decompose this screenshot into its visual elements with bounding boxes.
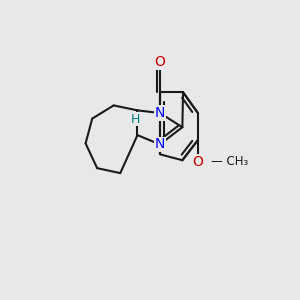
Text: H: H [130, 113, 140, 126]
Text: N: N [155, 137, 165, 152]
Text: O: O [192, 154, 203, 169]
Text: — CH₃: — CH₃ [211, 155, 248, 168]
Text: O: O [154, 56, 165, 70]
Text: N: N [155, 106, 165, 120]
